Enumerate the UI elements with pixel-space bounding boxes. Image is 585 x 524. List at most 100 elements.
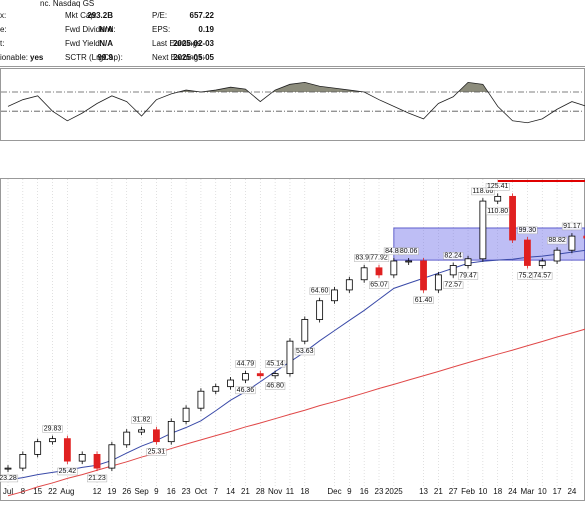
price-annotation: 45.14 bbox=[266, 360, 284, 367]
price-annotation: 61.40 bbox=[415, 297, 433, 304]
x-tick-label: 10 bbox=[538, 487, 547, 496]
x-tick-label: 9 bbox=[347, 487, 352, 496]
candle bbox=[345, 279, 353, 291]
price-annotation: 77.92 bbox=[370, 255, 388, 262]
field-label: Next Earnings: bbox=[152, 53, 204, 62]
candle bbox=[434, 274, 442, 291]
x-tick-label: 13 bbox=[419, 487, 428, 496]
indicator-line bbox=[7, 81, 585, 124]
candle bbox=[138, 429, 145, 433]
field-value: 0.19 bbox=[198, 25, 214, 34]
x-tick-label: 11 bbox=[286, 487, 295, 496]
annotation-box bbox=[398, 247, 419, 256]
candle bbox=[286, 340, 294, 375]
annotation-box bbox=[57, 467, 78, 476]
field-value: 293.2B bbox=[87, 11, 113, 20]
field-label: t: bbox=[0, 39, 4, 48]
field-label: Mkt Cap: bbox=[65, 11, 97, 20]
annotation-box bbox=[443, 281, 464, 289]
x-tick-label: 19 bbox=[107, 487, 116, 496]
field-value: yes bbox=[30, 53, 44, 62]
price-annotation: 88.82 bbox=[548, 237, 566, 244]
price-annotation: 46.80 bbox=[266, 383, 284, 390]
candle bbox=[420, 260, 427, 291]
candle bbox=[152, 429, 160, 443]
field-label: ionable: bbox=[0, 53, 28, 62]
x-tick-label: Sep bbox=[134, 487, 149, 496]
candle bbox=[63, 438, 71, 462]
header-title: nc. Nasdaq GS bbox=[40, 0, 94, 8]
candle bbox=[242, 373, 249, 381]
candle bbox=[509, 195, 516, 241]
price-annotation: 53.63 bbox=[296, 348, 314, 355]
price-annotation: 23.28 bbox=[0, 475, 17, 482]
annotation-box bbox=[485, 183, 510, 191]
x-tick-label: Aug bbox=[60, 487, 74, 496]
price-annotation: 83.91 bbox=[355, 255, 373, 262]
field-label: SCTR (LrgCap): bbox=[65, 53, 123, 62]
price-annotation: 82.24 bbox=[444, 252, 462, 259]
x-tick-label: 24 bbox=[567, 487, 576, 496]
candle bbox=[464, 258, 472, 266]
candle bbox=[256, 373, 264, 377]
price-annotation: 31.82 bbox=[133, 417, 151, 424]
price-annotation: 25.42 bbox=[59, 468, 77, 475]
x-tick-label: Feb bbox=[461, 487, 475, 496]
candle bbox=[167, 420, 175, 443]
moving-average bbox=[7, 328, 585, 497]
x-tick-label: Jul bbox=[3, 487, 13, 496]
candle bbox=[108, 444, 116, 469]
price-annotation: 84.80 bbox=[385, 248, 403, 255]
x-tick-label: Mar bbox=[521, 487, 535, 496]
annotation-box bbox=[486, 207, 510, 216]
field-label: P/E: bbox=[152, 11, 167, 20]
field-value: N/A bbox=[99, 25, 113, 34]
header-box bbox=[0, 0, 585, 66]
price-annotation: 65.07 bbox=[370, 282, 388, 289]
x-tick-label: 18 bbox=[300, 487, 309, 496]
field-label: e: bbox=[0, 25, 7, 34]
candle bbox=[271, 373, 279, 377]
annotation-box bbox=[0, 474, 19, 483]
annotation-box bbox=[294, 347, 315, 356]
x-tick-label: 7 bbox=[214, 487, 219, 496]
x-tick-label: 15 bbox=[33, 487, 42, 496]
field-value: 2025-05-05 bbox=[173, 53, 214, 62]
annotation-box bbox=[146, 448, 167, 456]
candle bbox=[93, 454, 101, 469]
candle bbox=[494, 195, 502, 202]
candle bbox=[301, 319, 309, 342]
x-tick-label: 22 bbox=[48, 487, 57, 496]
candle bbox=[390, 260, 398, 276]
candle bbox=[583, 235, 585, 239]
annotation-box bbox=[235, 360, 256, 368]
candle bbox=[331, 289, 338, 302]
x-tick-label: 17 bbox=[553, 487, 562, 496]
candle bbox=[34, 441, 42, 455]
candle bbox=[524, 239, 531, 266]
candle bbox=[197, 390, 205, 409]
candle bbox=[360, 267, 368, 281]
candle bbox=[212, 386, 220, 392]
annotation-box bbox=[471, 187, 495, 196]
candle bbox=[227, 379, 235, 388]
field-value: 657.22 bbox=[190, 11, 215, 20]
x-tick-label: Oct bbox=[195, 487, 208, 496]
field-value: N/A bbox=[99, 39, 113, 48]
candle bbox=[449, 265, 457, 276]
moving-average bbox=[7, 249, 585, 481]
field-value: 2025-02-03 bbox=[173, 39, 214, 48]
candle bbox=[568, 235, 576, 251]
price-annotation: 46.36 bbox=[237, 387, 255, 394]
candle bbox=[375, 267, 383, 276]
annotation-box bbox=[443, 252, 464, 260]
x-tick-label: 9 bbox=[154, 487, 159, 496]
candle bbox=[4, 467, 12, 470]
x-tick-label: 28 bbox=[256, 487, 265, 496]
candle bbox=[19, 454, 27, 469]
x-tick-label: 10 bbox=[478, 487, 487, 496]
x-tick-label: 14 bbox=[226, 487, 235, 496]
price-annotation: 125.41 bbox=[487, 183, 509, 190]
annotation-box bbox=[235, 386, 256, 395]
